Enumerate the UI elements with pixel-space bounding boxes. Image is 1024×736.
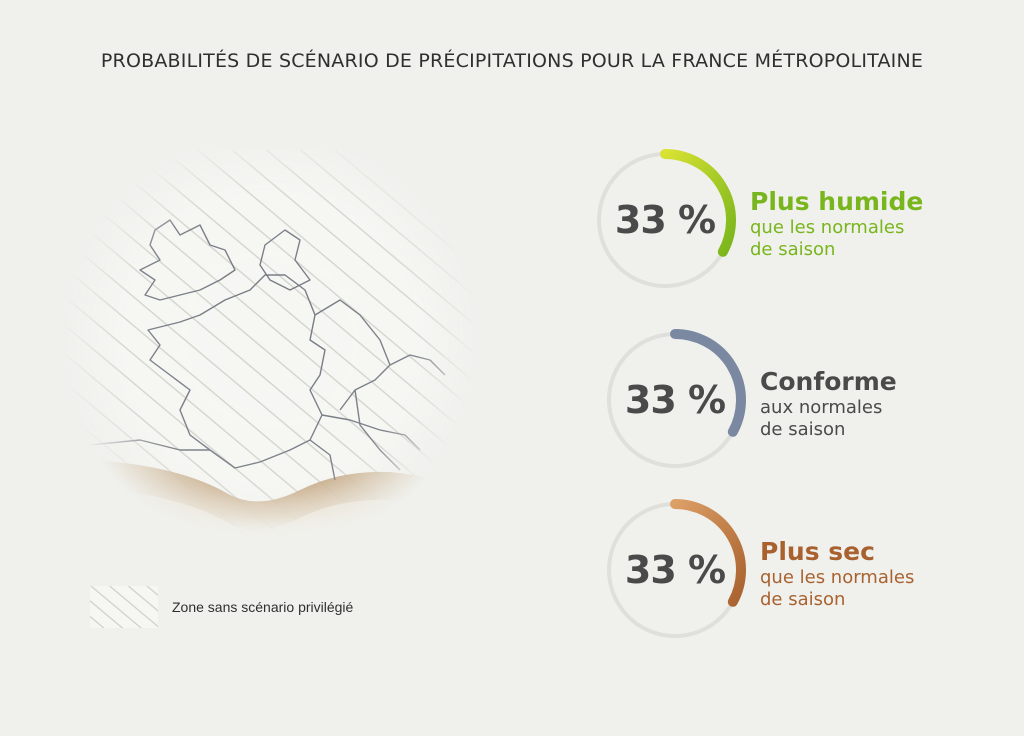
scenario-conforme: 33 % Conforme aux normales de saison bbox=[600, 325, 1020, 475]
page-title: PROBABILITÉS DE SCÉNARIO DE PRÉCIPITATIO… bbox=[100, 50, 924, 72]
hatch-swatch-icon bbox=[90, 586, 158, 628]
gauge-ring-icon bbox=[607, 499, 746, 638]
scenario-subtitle-line2: de saison bbox=[760, 589, 846, 610]
scenario-label: Plus humide bbox=[750, 187, 924, 216]
scenario-subtitle-line2: de saison bbox=[760, 419, 846, 440]
legend: Zone sans scénario privilégié bbox=[90, 586, 353, 628]
gauge-ring-icon bbox=[597, 149, 736, 288]
scenario-subtitle-line1: que les normales bbox=[760, 567, 915, 588]
scenario-sec: 33 % Plus sec que les normales de saison bbox=[600, 495, 1020, 645]
percent-value: 33 % bbox=[624, 548, 726, 592]
percent-value: 33 % bbox=[614, 198, 716, 242]
scenario-label: Conforme bbox=[760, 367, 897, 396]
legend-label: Zone sans scénario privilégié bbox=[172, 599, 354, 615]
percent-value: 33 % bbox=[624, 378, 726, 422]
scenario-subtitle-line2: de saison bbox=[750, 239, 836, 260]
scenario-humide: 33 % Plus humide que les normales de sai… bbox=[590, 145, 1010, 295]
scenario-subtitle-line1: aux normales bbox=[760, 397, 883, 418]
scenario-subtitle-line1: que les normales bbox=[750, 217, 905, 238]
gauge-ring-icon bbox=[607, 329, 746, 468]
france-map bbox=[60, 150, 480, 570]
scenario-label: Plus sec bbox=[760, 537, 875, 566]
